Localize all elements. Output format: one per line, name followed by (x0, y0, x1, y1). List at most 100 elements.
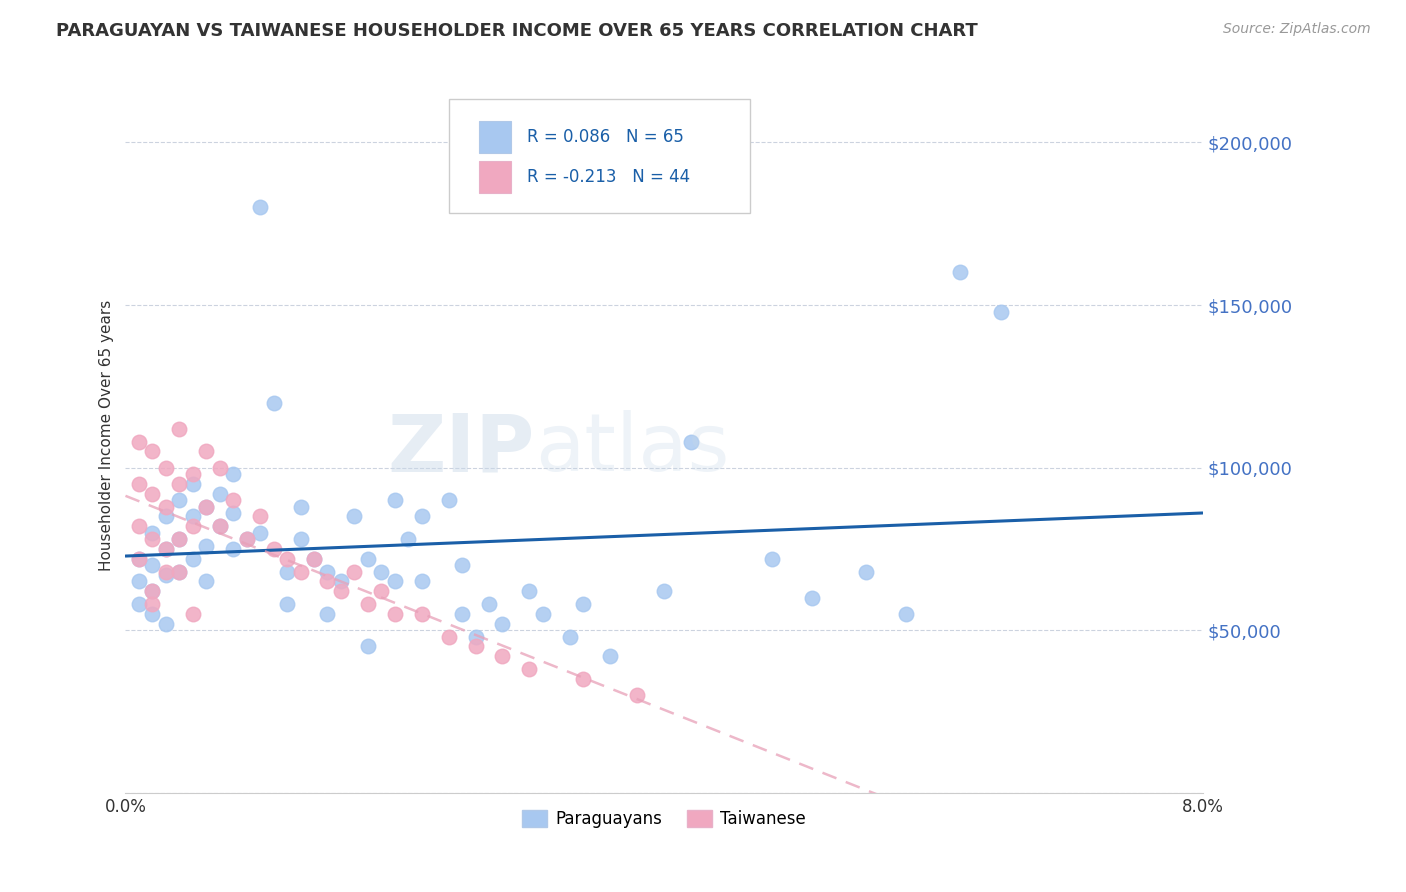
Point (155, 616, 177, 631)
Text: R = -0.213   N = 44: R = -0.213 N = 44 (527, 169, 690, 186)
Point (222, 467, 245, 481)
Point (343, 565, 366, 579)
Point (478, 597, 501, 611)
Point (141, 584, 163, 599)
Point (155, 567, 177, 582)
Point (761, 551, 783, 566)
Point (155, 460, 177, 475)
Point (169, 476, 191, 491)
Point (396, 532, 419, 546)
Point (531, 607, 554, 621)
Point (169, 565, 191, 579)
Point (141, 525, 163, 540)
Point (329, 574, 352, 589)
Text: ZIP: ZIP (388, 410, 534, 488)
Point (249, 525, 271, 540)
Point (128, 551, 150, 566)
Point (169, 565, 191, 579)
Point (290, 565, 312, 579)
Point (370, 584, 392, 599)
Point (141, 607, 163, 621)
Point (357, 597, 380, 611)
Point (181, 519, 204, 533)
Point (249, 509, 271, 524)
Point (316, 574, 339, 589)
Point (181, 607, 204, 621)
FancyBboxPatch shape (479, 161, 512, 194)
Point (491, 649, 513, 664)
Y-axis label: Householder Income Over 65 years: Householder Income Over 65 years (100, 300, 114, 571)
Point (357, 551, 380, 566)
Point (626, 688, 648, 702)
Point (235, 532, 257, 546)
Point (558, 630, 581, 644)
Point (801, 591, 824, 605)
Point (155, 541, 177, 556)
Point (195, 574, 218, 589)
Point (195, 539, 218, 553)
Point (169, 532, 191, 546)
Point (128, 476, 150, 491)
Point (249, 201, 271, 215)
Point (141, 597, 163, 611)
Point (208, 519, 231, 533)
FancyBboxPatch shape (449, 99, 751, 213)
Point (329, 584, 352, 599)
Point (263, 541, 285, 556)
Point (128, 597, 150, 611)
Text: PARAGUAYAN VS TAIWANESE HOUSEHOLDER INCOME OVER 65 YEARS CORRELATION CHART: PARAGUAYAN VS TAIWANESE HOUSEHOLDER INCO… (56, 22, 979, 40)
Point (370, 565, 392, 579)
Point (222, 493, 245, 508)
FancyBboxPatch shape (479, 121, 512, 153)
Point (141, 558, 163, 573)
Point (384, 574, 406, 589)
Point (276, 565, 298, 579)
Point (652, 584, 675, 599)
Point (437, 493, 460, 508)
Legend: Paraguayans, Taiwanese: Paraguayans, Taiwanese (515, 803, 813, 834)
Point (181, 476, 204, 491)
Point (169, 493, 191, 508)
Point (384, 607, 406, 621)
Point (949, 265, 972, 279)
Point (155, 509, 177, 524)
Point (155, 565, 177, 579)
Point (128, 519, 150, 533)
Point (276, 551, 298, 566)
Point (195, 500, 218, 514)
Point (491, 616, 513, 631)
Point (195, 444, 218, 458)
Point (263, 395, 285, 409)
Point (290, 532, 312, 546)
Point (290, 500, 312, 514)
Point (181, 551, 204, 566)
Point (208, 460, 231, 475)
Point (208, 486, 231, 500)
Point (411, 509, 433, 524)
Point (464, 640, 486, 654)
Text: atlas: atlas (534, 410, 730, 488)
Point (519, 662, 541, 676)
Point (276, 597, 298, 611)
Point (357, 640, 380, 654)
Point (181, 467, 204, 481)
Point (302, 551, 325, 566)
Point (519, 584, 541, 599)
Point (451, 607, 474, 621)
Point (235, 532, 257, 546)
Point (128, 551, 150, 566)
Point (316, 607, 339, 621)
Text: Source: ZipAtlas.com: Source: ZipAtlas.com (1223, 22, 1371, 37)
Point (195, 500, 218, 514)
Point (222, 541, 245, 556)
Point (155, 500, 177, 514)
Point (599, 649, 621, 664)
Point (437, 630, 460, 644)
Point (384, 493, 406, 508)
Point (343, 509, 366, 524)
Point (411, 574, 433, 589)
Point (679, 434, 702, 449)
Point (155, 541, 177, 556)
Point (141, 584, 163, 599)
Point (169, 532, 191, 546)
